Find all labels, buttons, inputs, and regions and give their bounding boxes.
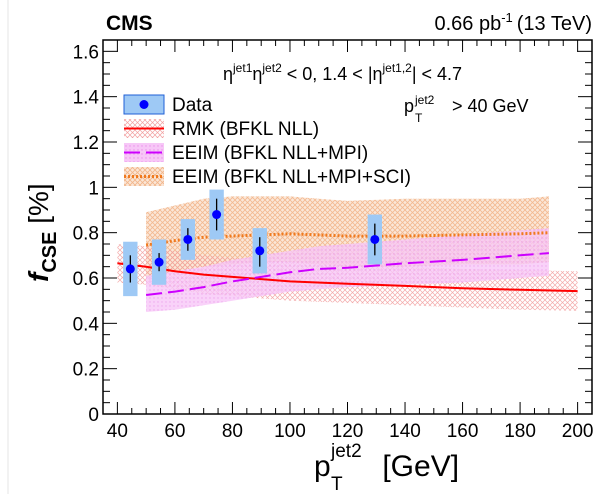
model-bands: [117, 196, 578, 312]
model-lines: [117, 231, 578, 296]
experiment-label: CMS: [106, 12, 153, 35]
eeim-sci-line: [145, 231, 549, 247]
y-axis-label: fCSE [%]: [23, 183, 61, 282]
x-tick-label: 160: [447, 421, 479, 442]
eeim-mpi-band: [146, 228, 549, 312]
x-tick-label: 180: [504, 421, 536, 442]
x-axis-label: pjet2 T [GeV]: [314, 441, 459, 494]
y-tick-label: 0: [88, 405, 99, 426]
data-point-5: [370, 234, 380, 244]
data-points: [123, 189, 383, 297]
eeim-mpi-line: [145, 252, 549, 296]
legend-data-label: Data: [172, 95, 213, 116]
x-tick-label: 40: [107, 421, 128, 442]
data-point-2: [183, 234, 193, 244]
x-tick-label: 80: [222, 421, 243, 442]
y-tick-label: 0.4: [73, 314, 100, 335]
legend-mpi-label: EEIM (BFKL NLL+MPI): [172, 143, 368, 164]
axis-ticks: 40 60 80 100 120 140 160 180 200 0 0.2 0.4 0.6 0.8 1 1.…: [73, 40, 594, 442]
x-tick-label: 140: [389, 421, 421, 442]
x-tick-label: 200: [562, 421, 594, 442]
legend-data-marker: [123, 94, 165, 115]
legend-rmk-label: RMK (BFKL NLL): [172, 119, 319, 140]
legend-sci-marker: [124, 167, 164, 186]
x-tick-label: 100: [274, 421, 306, 442]
rmk-line: [117, 262, 578, 293]
legend-sci-label: EEIM (BFKL NLL+MPI+SCI): [172, 167, 411, 188]
legend-rmk-marker: [124, 119, 164, 138]
pt-cut-label: pjet2 T > 40 GeV: [404, 93, 529, 125]
y-tick-label: 1.4: [73, 88, 100, 109]
eta-cut-label: ηjet1ηjet2 < 0, 1.4 < |ηjet1,2| < 4.7: [223, 61, 462, 84]
y-tick-label: 1: [88, 178, 99, 199]
data-point-1: [154, 257, 164, 267]
y-tick-label: 0.6: [73, 269, 99, 290]
luminosity-label: 0.66 pb-1 (13 TeV): [434, 10, 592, 35]
data-point-4: [255, 246, 265, 256]
legend-mpi-marker: [124, 143, 164, 162]
legend: Data RMK (BFKL NLL) EEIM (BFKL NLL+MPI) …: [123, 94, 411, 188]
data-point-3: [212, 210, 222, 220]
x-tick-label: 60: [164, 421, 185, 442]
y-tick-label: 0.8: [73, 224, 99, 245]
y-tick-label: 1.6: [73, 42, 99, 63]
y-tick-label: 1.2: [73, 133, 99, 154]
y-tick-label: 0.2: [73, 360, 99, 381]
x-tick-label: 120: [332, 421, 364, 442]
data-point-0: [125, 264, 135, 274]
